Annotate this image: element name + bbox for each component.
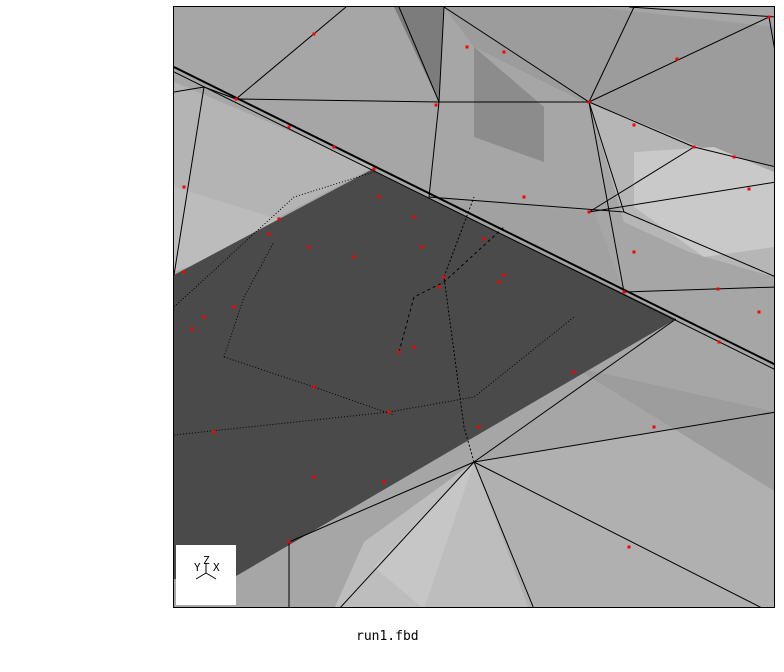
mesh-node — [234, 97, 238, 101]
facet — [434, 197, 624, 292]
facet — [444, 7, 774, 167]
mesh-node — [732, 155, 736, 159]
axis-x-label: X — [213, 561, 220, 574]
mesh-node — [397, 350, 401, 354]
mesh-node — [387, 410, 391, 414]
mesh-node — [307, 245, 311, 249]
mesh-node — [190, 327, 194, 331]
mesh-node — [352, 255, 356, 259]
mesh-node — [312, 385, 316, 389]
mesh-node — [747, 187, 751, 191]
mesh-node — [287, 125, 291, 129]
axis-z-label: Z — [203, 554, 210, 567]
mesh-node — [522, 195, 526, 199]
selected-region[interactable] — [174, 170, 676, 579]
mesh-node — [437, 285, 441, 289]
facet — [574, 367, 774, 491]
mesh-node — [717, 340, 721, 344]
mesh-node — [202, 315, 206, 319]
mesh-node — [572, 370, 576, 374]
mesh-node — [377, 195, 381, 199]
mesh-nodes — [182, 15, 771, 554]
feature-edge — [174, 66, 774, 366]
3d-viewport[interactable]: Y Z X — [173, 6, 775, 608]
mesh-node — [502, 50, 506, 54]
mesh-canvas[interactable] — [174, 7, 775, 608]
mesh-node — [497, 280, 501, 284]
mesh-node — [477, 425, 481, 429]
mesh-node — [675, 57, 679, 61]
mesh-node — [182, 185, 186, 189]
mesh-node — [632, 250, 636, 254]
mesh-node — [434, 103, 438, 107]
mesh-node — [412, 215, 416, 219]
facet — [374, 462, 474, 607]
mesh-node — [465, 45, 469, 49]
mesh-node — [287, 540, 291, 544]
facet — [174, 187, 304, 272]
mesh-node — [716, 287, 720, 291]
mesh-node — [767, 15, 771, 19]
mesh-node — [412, 345, 416, 349]
mesh-node — [652, 425, 656, 429]
facet — [634, 147, 774, 257]
feature-edge — [174, 71, 774, 370]
mesh-node — [372, 167, 376, 171]
facet — [474, 47, 544, 162]
mesh-node — [757, 310, 761, 314]
axis-triad: Y Z X — [176, 545, 236, 605]
mesh-node — [277, 217, 281, 221]
mesh-node — [587, 210, 591, 214]
mesh-node — [267, 232, 271, 236]
mesh-node — [312, 475, 316, 479]
filename-label: run1.fbd — [356, 629, 419, 644]
facet — [474, 412, 774, 607]
mesh-node — [502, 273, 506, 277]
mesh-node — [587, 100, 591, 104]
mesh-node — [692, 145, 696, 149]
mesh-node — [382, 480, 386, 484]
mesh-node — [232, 305, 236, 309]
mesh-node — [622, 290, 626, 294]
mesh-node — [482, 237, 486, 241]
mesh-node — [442, 275, 446, 279]
mesh-node — [212, 430, 216, 434]
mesh-node — [332, 145, 336, 149]
mesh-node — [312, 32, 316, 36]
mesh-node — [420, 245, 424, 249]
mesh-node — [632, 123, 636, 127]
axis-triad-icon — [195, 563, 217, 580]
mesh-node — [627, 545, 631, 549]
mesh-node — [182, 270, 186, 274]
axis-y-label: Y — [194, 561, 201, 574]
